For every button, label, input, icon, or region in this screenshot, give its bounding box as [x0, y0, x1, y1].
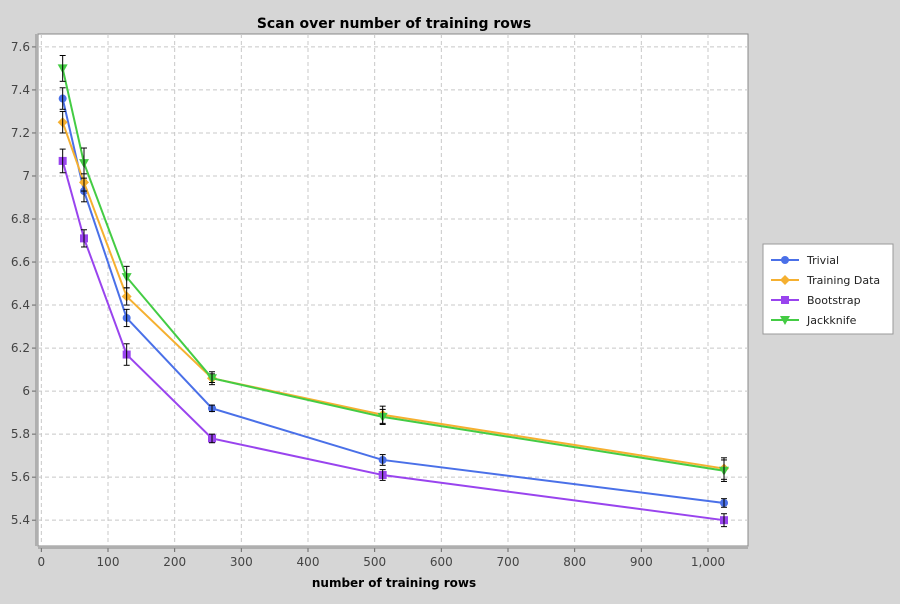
series-layer — [57, 55, 729, 528]
legend-item: Bootstrap — [771, 294, 861, 307]
y-tick-label: 6.8 — [11, 212, 30, 226]
y-tick-label: 6 — [22, 384, 30, 398]
chart-title: Scan over number of training rows — [257, 16, 531, 32]
x-tick-label: 100 — [97, 555, 120, 569]
y-tick-label: 6.2 — [11, 341, 30, 355]
axes: 0 100 200 300 400 500 600 700 800 900 1,000 5.4 5.6 5… — [11, 34, 748, 569]
legend-marker — [781, 256, 789, 264]
y-tick-label: 6.6 — [11, 255, 30, 269]
y-tick-label: 7.6 — [11, 40, 30, 54]
legend-label: Jackknife — [806, 314, 857, 327]
legend-marker — [780, 316, 790, 325]
series-line — [61, 160, 725, 522]
x-tick-label: 600 — [430, 555, 453, 569]
x-tick-label: 900 — [630, 555, 653, 569]
x-tick-label: 700 — [497, 555, 520, 569]
legend-label: Training Data — [806, 274, 880, 287]
y-tick-label: 5.8 — [11, 427, 30, 441]
legend-item: Training Data — [771, 274, 880, 287]
x-tick-label: 1,000 — [691, 555, 725, 569]
series-line — [61, 68, 725, 472]
grid-lines — [38, 34, 748, 546]
y-tick-label: 7.4 — [11, 83, 30, 97]
legend: Trivial Training Data Bootstrap Jackknife — [762, 243, 894, 335]
x-tick-label: 200 — [163, 555, 186, 569]
y-tick-label: 7 — [22, 169, 30, 183]
series-bootstrap — [58, 148, 728, 528]
series-line — [61, 98, 725, 504]
series-line — [61, 121, 725, 470]
x-tick-label: 500 — [363, 555, 386, 569]
x-axis-title: number of training rows — [312, 576, 476, 590]
legend-label: Trivial — [806, 254, 839, 267]
legend-item: Jackknife — [771, 314, 857, 327]
legend-marker — [781, 296, 789, 304]
x-tick-label: 300 — [230, 555, 253, 569]
x-tick-label: 800 — [563, 555, 586, 569]
y-tick-label: 5.4 — [11, 513, 30, 527]
x-tick-label: 0 — [38, 555, 46, 569]
legend-label: Bootstrap — [807, 294, 861, 307]
y-tick-label: 6.4 — [11, 298, 30, 312]
x-tick-label: 400 — [297, 555, 320, 569]
legend-item: Trivial — [771, 254, 839, 267]
legend-marker — [780, 275, 790, 285]
series-jackknife — [57, 55, 729, 482]
y-tick-label: 7.2 — [11, 126, 30, 140]
y-tick-label: 5.6 — [11, 470, 30, 484]
series-trivial — [58, 87, 728, 508]
